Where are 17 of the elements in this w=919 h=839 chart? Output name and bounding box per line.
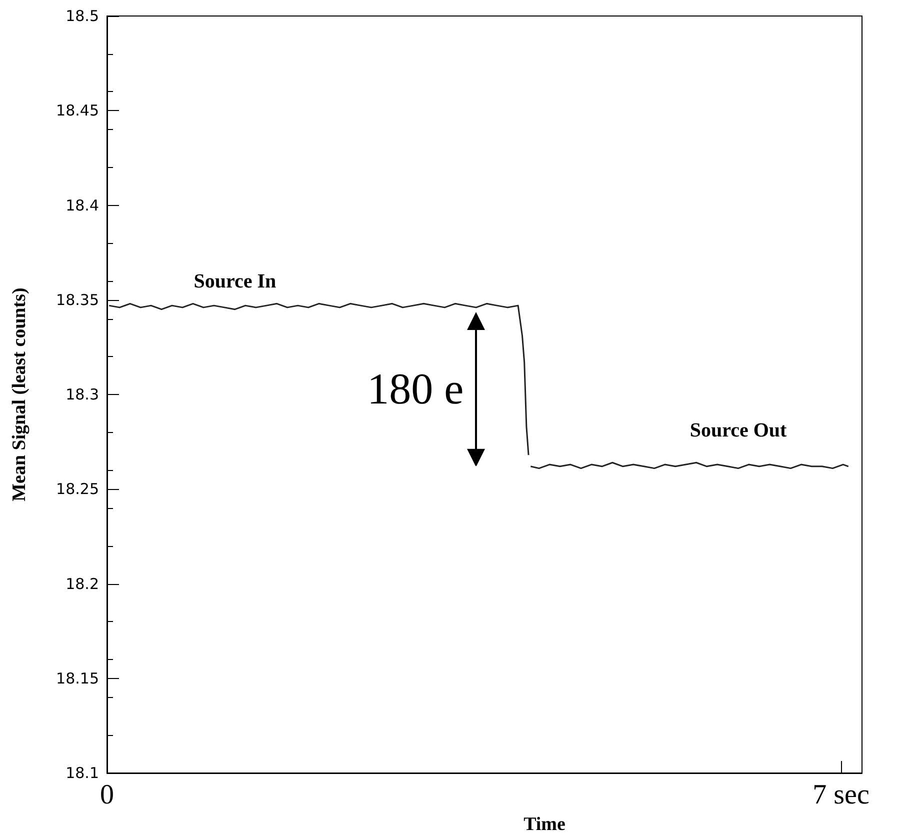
y-tick-label: 18.2 bbox=[66, 574, 99, 593]
y-tick-label: 18.35 bbox=[56, 290, 99, 309]
y-axis-title: Mean Signal (least counts) bbox=[9, 288, 30, 502]
x-tick-label: 0 bbox=[100, 780, 114, 810]
line-series bbox=[108, 302, 530, 456]
y-tick-label: 18.25 bbox=[56, 480, 99, 498]
y-tick-label: 18.3 bbox=[66, 386, 99, 404]
y-tick-label: 18.1 bbox=[66, 764, 99, 782]
y-tick-label: 18.45 bbox=[56, 102, 99, 120]
annotation: Source In bbox=[194, 270, 276, 293]
y-tick-label: 18.4 bbox=[66, 196, 99, 214]
y-tick-label: 18.15 bbox=[56, 669, 99, 688]
y-tick-label: 18.5 bbox=[66, 7, 99, 25]
x-tick-label: 7 sec bbox=[812, 780, 870, 810]
x-axis-title: Time bbox=[524, 814, 566, 835]
annotation: Source Out bbox=[690, 419, 788, 442]
annotation: 180 e bbox=[367, 364, 464, 414]
